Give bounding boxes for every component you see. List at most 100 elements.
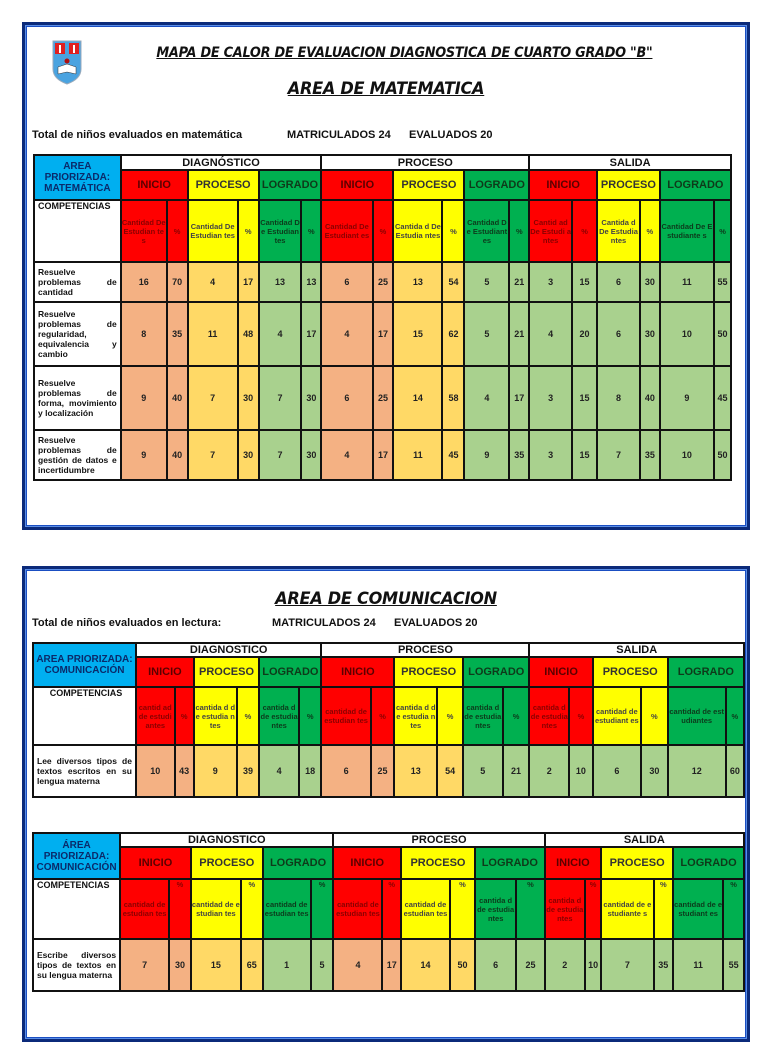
proceso-logrado-percent-cell: 21: [508, 301, 531, 367]
phase-proceso: PROCESO: [332, 832, 546, 848]
level-proceso: PROCESO: [399, 846, 476, 880]
salida-inicio-cantidad-cell: 3: [528, 261, 574, 303]
diagnostico-proceso-percent-cell: 39: [235, 744, 261, 798]
salida-logrado-cantidad-cell: 10: [658, 301, 716, 367]
proceso-logrado-cantidad-cell: 5: [461, 744, 504, 798]
salida-proceso-cantidad-cell: 7: [600, 938, 655, 992]
phase-proceso: PROCESO: [320, 154, 531, 171]
level-logrado: LOGRADO: [461, 656, 531, 688]
subheader-percent: %: [168, 878, 192, 940]
subheader-cantidad: cantida d de estudia ntes: [258, 686, 300, 746]
diagnostico-logrado-percent-cell: 30: [300, 429, 323, 481]
proceso-proceso-percent-cell: 58: [441, 365, 466, 431]
level-row: INICIO PROCESO LOGRADO INICIO PROCESO LO…: [34, 169, 733, 201]
level-proceso: PROCESO: [392, 169, 466, 201]
subheader-percent: %: [448, 878, 476, 940]
salida-inicio-percent-cell: 10: [583, 938, 603, 992]
proceso-inicio-cantidad-cell: 4: [320, 429, 374, 481]
subheader-percent: %: [583, 878, 603, 940]
salida-inicio-cantidad-cell: 3: [528, 429, 574, 481]
proceso-proceso-cantidad-cell: 14: [399, 938, 451, 992]
summary-label: Total de niños evaluados en lectura:: [32, 617, 222, 629]
evaluados-count: EVALUADOS 20: [409, 129, 493, 141]
subheader-percent: %: [297, 686, 323, 746]
diagnostico-inicio-percent-cell: 30: [168, 938, 192, 992]
subheader-percent: %: [571, 199, 599, 263]
level-inicio: INICIO: [134, 656, 195, 688]
subheader-percent: %: [436, 686, 464, 746]
diagnostico-inicio-cantidad-cell: 8: [119, 301, 168, 367]
proceso-inicio-cantidad-cell: 6: [320, 744, 372, 798]
proceso-logrado-percent-cell: 21: [508, 261, 531, 303]
proceso-logrado-cantidad-cell: 6: [473, 938, 518, 992]
subheader-percent: %: [722, 878, 745, 940]
subheader-cantidad: cantid ad de estudi antes: [134, 686, 176, 746]
matematica-panel: MAPA DE CALOR DE EVALUACION DIAGNOSTICA …: [22, 22, 750, 530]
subheader-percent: %: [639, 686, 669, 746]
salida-proceso-percent-cell: 30: [639, 744, 669, 798]
subheader-cantidad: cantida d de estudia ntes: [393, 686, 439, 746]
level-proceso: PROCESO: [192, 656, 261, 688]
main-title: MAPA DE CALOR DE EVALUACION DIAGNOSTICA …: [156, 45, 653, 61]
subheader-percent: %: [652, 878, 675, 940]
subheader-percent: %: [300, 199, 323, 263]
proceso-proceso-cantidad-cell: 14: [392, 365, 444, 431]
competencia-label: Resuelve problemas de regularidad, equiv…: [33, 301, 122, 367]
subheader-cantidad: Cantidad De Estudian tes: [186, 199, 239, 263]
lectura-heatmap-table: AREA PRIORIZADA: COMUNICACIÓN DIAGNOSTIC…: [32, 642, 746, 798]
subheader-cantidad: cantidad de estudian tes: [332, 878, 384, 940]
salida-logrado-cantidad-cell: 11: [658, 261, 716, 303]
subheader-cantidad: cantidad de estudian tes: [320, 686, 372, 746]
diagnostico-inicio-cantidad-cell: 7: [119, 938, 171, 992]
level-inicio: INICIO: [119, 846, 192, 880]
diagnostico-logrado-cantidad-cell: 7: [257, 365, 303, 431]
level-logrado: LOGRADO: [257, 169, 323, 201]
competencia-label: Escribe diversos tipos de textos en su l…: [31, 938, 122, 992]
subheader-percent: %: [236, 199, 260, 263]
salida-inicio-cantidad-cell: 4: [528, 301, 574, 367]
diagnostico-inicio-cantidad-cell: 16: [119, 261, 168, 303]
phase-diagnostico: DIAGNOSTICO: [134, 642, 323, 658]
competencia-label: Resuelve problemas de forma, movimiento …: [33, 365, 122, 431]
table-row: Lee diversos tipos de textos escritos en…: [32, 744, 746, 798]
school-crest-icon: [52, 40, 82, 85]
competencias-header: COMPETENCIAS: [33, 199, 122, 263]
proceso-proceso-cantidad-cell: 13: [393, 744, 439, 798]
subheader-cantidad: Cantidad De Estudiant es: [320, 199, 374, 263]
salida-proceso-cantidad-cell: 6: [596, 301, 641, 367]
level-logrado: LOGRADO: [666, 656, 746, 688]
level-logrado: LOGRADO: [261, 846, 335, 880]
phase-salida: SALIDA: [528, 642, 745, 658]
diagnostico-proceso-percent-cell: 30: [236, 365, 260, 431]
matriculados-count: MATRICULADOS 24: [272, 617, 376, 629]
proceso-logrado-percent-cell: 21: [501, 744, 531, 798]
phase-proceso: PROCESO: [320, 642, 531, 658]
diagnostico-logrado-percent-cell: 13: [300, 261, 323, 303]
proceso-inicio-cantidad-cell: 4: [320, 301, 374, 367]
area-priorizada-header: AREA PRIORIZADA: MATEMÁTICA: [33, 154, 122, 201]
salida-proceso-percent-cell: 35: [652, 938, 675, 992]
escritura-heatmap-table: ÁREA PRIORIZADA: COMUNICACIÓN DIAGNOSTIC…: [31, 832, 746, 992]
subheader-percent: %: [501, 686, 531, 746]
subheader-cantidad: Cantidad De Estudiant es: [463, 199, 511, 263]
subheader-percent: %: [165, 199, 189, 263]
diagnostico-inicio-cantidad-cell: 9: [119, 429, 168, 481]
proceso-proceso-percent-cell: 54: [436, 744, 464, 798]
proceso-logrado-percent-cell: 17: [508, 365, 531, 431]
salida-proceso-percent-cell: 30: [638, 261, 661, 303]
comunicacion-panel: AREA DE COMUNICACION Total de niños eval…: [22, 566, 750, 1042]
subheader-cantidad: cantida d de estudia ntes: [528, 686, 571, 746]
diagnostico-inicio-percent-cell: 70: [165, 261, 189, 303]
subheader-cantidad: cantidad de estudiantes: [666, 686, 727, 746]
level-logrado: LOGRADO: [463, 169, 531, 201]
phase-diagnostico: DIAGNÓSTICO: [119, 154, 323, 171]
diagnostico-logrado-percent-cell: 17: [300, 301, 323, 367]
subheader-cantidad: cantidad de estudiant es: [591, 686, 642, 746]
salida-inicio-percent-cell: 15: [571, 429, 599, 481]
subheader-percent: %: [441, 199, 466, 263]
subheader-cantidad: cantida d de estudia ntes: [192, 686, 238, 746]
diagnostico-inicio-percent-cell: 40: [165, 365, 189, 431]
level-inicio: INICIO: [528, 169, 599, 201]
subheader-cantidad: cantida d de estudia ntes: [473, 878, 518, 940]
diagnostico-proceso-cantidad-cell: 9: [192, 744, 238, 798]
